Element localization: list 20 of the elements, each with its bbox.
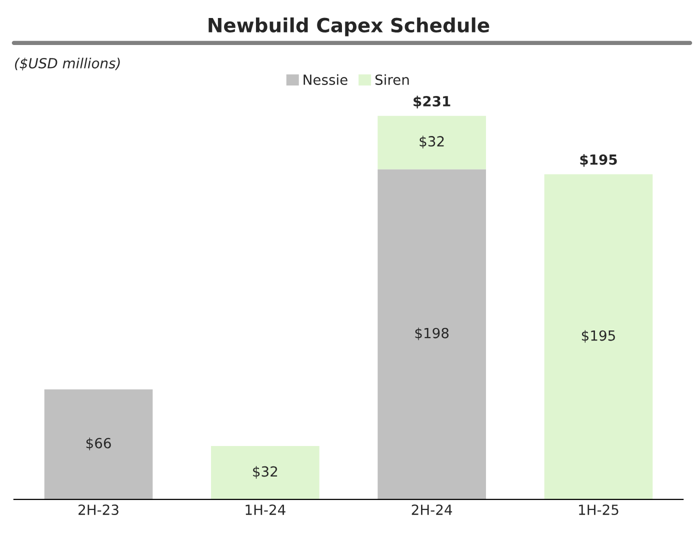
legend-label: Nessie [304,74,348,86]
bar [378,116,486,170]
x-tick-label: 2H-24 [412,504,452,515]
bar [211,446,320,500]
bar [44,389,153,500]
bar [544,174,653,500]
data-label: $198 [415,328,449,340]
text: ($USD millions) [15,58,120,70]
chart-title: Newbuild Capex Schedule [208,17,490,36]
data-label: $66 [86,438,111,450]
total-label: $231 [414,96,450,108]
bar [378,169,486,500]
x-tick-label: 2H-23 [78,504,118,516]
data-label: $32 [420,136,444,148]
total-label: $195 [580,154,617,167]
legend-label: Siren [375,74,409,86]
x-tick-label: 1H-25 [579,504,618,516]
x-tick-label: 1H-24 [246,504,286,515]
data-label: $195 [582,330,615,343]
data-label: $32 [253,466,278,479]
